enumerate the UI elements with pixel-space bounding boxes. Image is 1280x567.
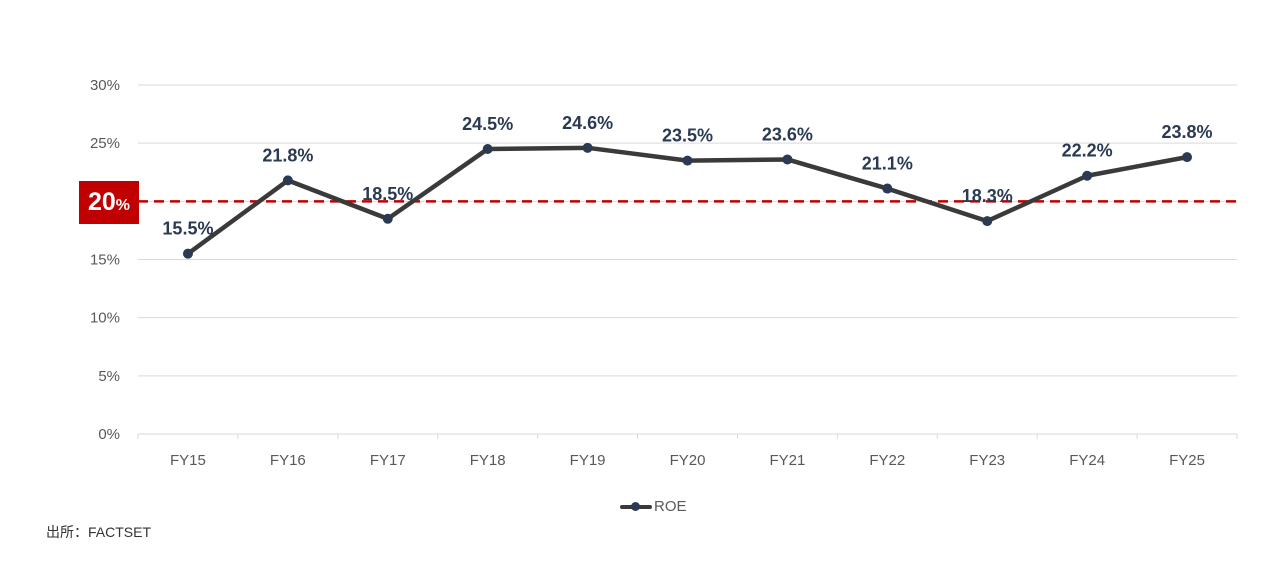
data-label: 21.1% — [862, 154, 913, 174]
x-tick-label: FY17 — [370, 452, 406, 469]
data-label: 24.5% — [462, 114, 513, 134]
data-label: 18.3% — [962, 186, 1013, 206]
x-tick-label: FY24 — [1069, 452, 1105, 469]
threshold-number: 20 — [87, 188, 116, 216]
data-point — [582, 142, 593, 153]
data-labels: 15.5% 21.8% 18.5% 24.5% 24.6% 23.5% 23.6% 21.1%… — [162, 113, 1212, 239]
x-tick-label: FY19 — [570, 452, 606, 469]
threshold-unit: % — [115, 196, 131, 214]
data-label: 21.8% — [262, 145, 313, 165]
series-roe — [182, 142, 1193, 259]
x-tick-label: FY18 — [470, 452, 506, 469]
data-point — [882, 183, 893, 194]
x-tick-label: FY22 — [869, 452, 905, 469]
data-point — [282, 175, 293, 186]
data-point — [1182, 152, 1193, 163]
data-point — [482, 143, 493, 154]
data-point — [382, 213, 393, 224]
data-label: 23.5% — [662, 126, 713, 146]
data-label: 18.5% — [362, 184, 413, 204]
source-note: 出所：FACTSET — [46, 524, 152, 540]
y-tick-label: 0% — [98, 426, 120, 443]
data-label: 22.2% — [1062, 141, 1113, 161]
data-label: 15.5% — [162, 219, 213, 239]
data-point — [1082, 170, 1093, 181]
data-point — [182, 248, 193, 259]
x-tick-label: FY25 — [1169, 452, 1205, 469]
y-axis: 0%5%10%15%20%25%30% — [90, 77, 120, 443]
y-tick-label: 15% — [90, 252, 120, 269]
legend-label: ROE — [654, 497, 687, 515]
legend-line-marker-icon — [620, 497, 652, 515]
y-tick-label: 25% — [90, 135, 120, 152]
y-tick-label: 30% — [90, 77, 120, 94]
x-tick-label: FY16 — [270, 452, 306, 469]
data-label: 24.6% — [562, 113, 613, 133]
x-tick-label: FY15 — [170, 452, 206, 469]
data-point — [782, 154, 793, 165]
data-label: 23.8% — [1162, 122, 1213, 142]
y-tick-label: 10% — [90, 310, 120, 327]
data-point — [682, 155, 693, 166]
x-tick-label: FY21 — [769, 452, 805, 469]
threshold-badge: 20 % — [79, 181, 139, 224]
legend: ROE — [620, 497, 687, 515]
x-tick-label: FY23 — [969, 452, 1005, 469]
data-point — [982, 216, 993, 227]
x-tick-label: FY20 — [670, 452, 706, 469]
data-label: 23.6% — [762, 124, 813, 144]
x-axis: FY15 FY16 FY17 FY18 FY19 FY20 FY21 FY22 FY23 FY24… — [137, 433, 1238, 469]
y-tick-label: 5% — [98, 368, 120, 385]
